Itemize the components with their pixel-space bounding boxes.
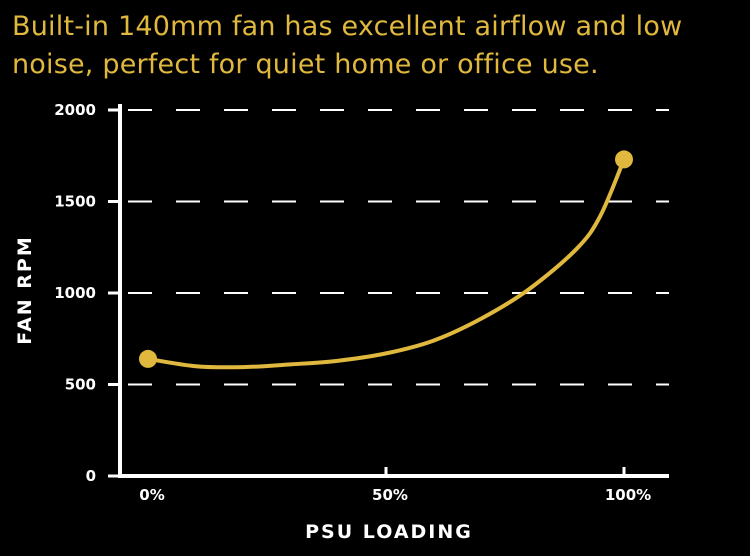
headline: Built-in 140mm fan has excellent airflow… [12,11,683,80]
y-axis-title: FAN RPM [14,235,36,344]
x-ticks: 0% 50% 100% [139,467,651,504]
y-tick-label: 2000 [54,101,96,119]
y-ticks: 0 500 1000 1500 2000 [54,101,120,485]
y-tick-label: 1000 [54,284,96,302]
series-line [147,158,626,370]
x-axis-title: PSU LOADING [305,521,473,543]
axes [118,104,669,478]
grid-lines [128,109,669,386]
series [139,150,633,370]
data-point [139,349,157,368]
y-tick-label: 0 [86,467,96,485]
x-tick-label: 50% [372,486,408,504]
x-tick-label: 0% [139,486,164,504]
y-tick-label: 1500 [54,193,96,211]
y-tick-label: 500 [65,376,96,394]
x-tick-label: 100% [605,486,651,504]
data-point [615,150,633,169]
